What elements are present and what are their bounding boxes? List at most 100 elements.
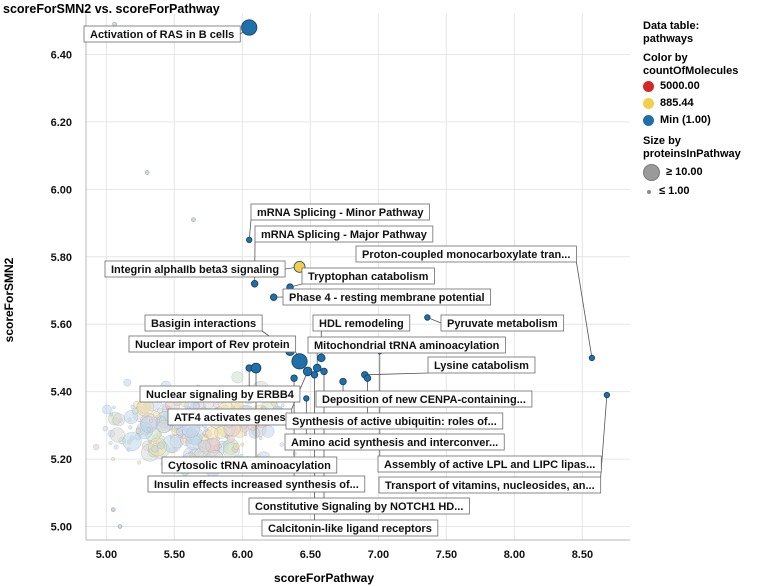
callout-box[interactable] xyxy=(315,390,533,408)
background-point[interactable] xyxy=(135,428,142,434)
background-point[interactable] xyxy=(213,444,220,451)
background-point[interactable] xyxy=(112,413,126,427)
legend-color-item[interactable]: Min (1.00) xyxy=(643,112,741,129)
background-point[interactable] xyxy=(192,402,200,410)
background-point[interactable] xyxy=(109,412,114,417)
callout-box[interactable] xyxy=(285,412,504,430)
background-point[interactable] xyxy=(130,404,135,409)
callout-label[interactable]: Insulin effects increased synthesis of..… xyxy=(154,479,359,491)
background-point[interactable] xyxy=(110,507,116,512)
callout-box[interactable] xyxy=(147,475,366,493)
background-point[interactable] xyxy=(152,411,161,419)
callout-label[interactable]: Transport of vitamins, nucleosides, an..… xyxy=(385,480,595,492)
callout-label[interactable]: Mitochondrial tRNA aminoacylation xyxy=(314,340,500,352)
background-point[interactable] xyxy=(258,436,263,441)
background-point[interactable] xyxy=(109,427,125,443)
background-point[interactable] xyxy=(279,442,284,447)
callout-label[interactable]: Lysine catabolism xyxy=(434,360,529,372)
data-point[interactable] xyxy=(241,19,258,36)
callout-label[interactable]: Activation of RAS in B cells xyxy=(90,29,234,41)
background-point[interactable] xyxy=(191,217,196,222)
data-point[interactable] xyxy=(250,362,262,374)
callout-label[interactable]: Basigin interactions xyxy=(151,318,256,330)
callout-box[interactable] xyxy=(144,314,263,332)
data-point[interactable] xyxy=(302,366,313,377)
callout-box[interactable] xyxy=(83,25,241,43)
callout-label[interactable]: ATF4 activates genes xyxy=(174,412,286,424)
background-point[interactable] xyxy=(146,427,152,432)
callout-box[interactable] xyxy=(282,288,492,306)
data-point[interactable] xyxy=(250,280,259,288)
callout-box[interactable] xyxy=(284,433,505,451)
legend-color-item[interactable]: 885.44 xyxy=(643,95,741,112)
data-point[interactable] xyxy=(320,367,328,376)
callout-label[interactable]: mRNA Splicing - Minor Pathway xyxy=(257,207,424,219)
data-point[interactable] xyxy=(312,363,322,373)
data-point[interactable] xyxy=(317,353,326,363)
callout-label[interactable]: Proton-coupled monocarboxylate tran... xyxy=(362,249,570,261)
callout-box[interactable] xyxy=(427,356,536,374)
background-point[interactable] xyxy=(151,445,159,453)
background-point[interactable] xyxy=(113,444,119,450)
callout-label[interactable]: Synthesis of active ubiquitin: roles of.… xyxy=(292,416,497,428)
background-point[interactable] xyxy=(148,439,152,444)
callout-box[interactable] xyxy=(161,456,338,474)
background-point[interactable] xyxy=(137,460,142,465)
background-point[interactable] xyxy=(157,419,171,434)
callout-box[interactable] xyxy=(128,335,297,353)
callout-label[interactable]: Deposition of new CENPA-containing... xyxy=(322,394,526,406)
background-point[interactable] xyxy=(111,457,115,461)
callout-label[interactable]: Integrin alphaIIb beta3 signaling xyxy=(111,264,279,276)
callout-label[interactable]: mRNA Splicing - Major Pathway xyxy=(261,229,428,241)
background-point[interactable] xyxy=(175,428,183,436)
callout-box[interactable] xyxy=(301,267,435,285)
callout-label[interactable]: Constitutive Signaling by NOTCH1 HD... xyxy=(255,501,463,513)
callout-box[interactable] xyxy=(104,260,286,278)
data-point[interactable] xyxy=(303,395,310,402)
data-point[interactable] xyxy=(310,371,319,379)
background-point[interactable] xyxy=(213,402,220,409)
background-point[interactable] xyxy=(112,21,117,27)
legend-color-item[interactable]: 5000.00 xyxy=(643,78,741,95)
legend-size-item[interactable]: ≥ 10.00 xyxy=(643,161,741,183)
data-point[interactable] xyxy=(291,353,308,370)
callout-label[interactable]: Assembly of active LPL and LIPC lipas... xyxy=(384,459,595,471)
background-point[interactable] xyxy=(240,442,245,447)
background-point[interactable] xyxy=(232,442,240,450)
background-point[interactable] xyxy=(122,431,142,452)
callout-box[interactable] xyxy=(440,314,565,332)
background-point[interactable] xyxy=(198,440,211,453)
callout-label[interactable]: Tryptophan catabolism xyxy=(308,271,429,283)
data-point[interactable] xyxy=(246,236,253,244)
background-point[interactable] xyxy=(280,403,285,407)
callout-label[interactable]: Amino acid synthesis and interconver... xyxy=(291,437,498,449)
callout-label[interactable]: Nuclear signaling by ERBB4 xyxy=(146,389,295,401)
callout-label[interactable]: HDL remodeling xyxy=(319,318,404,330)
background-point[interactable] xyxy=(144,170,150,175)
data-point[interactable] xyxy=(339,377,347,386)
data-point[interactable] xyxy=(290,374,298,382)
background-point[interactable] xyxy=(108,440,113,446)
callout-box[interactable] xyxy=(139,385,301,403)
callout-box[interactable] xyxy=(248,497,470,515)
background-point[interactable] xyxy=(226,434,235,443)
background-point[interactable] xyxy=(102,425,109,432)
background-point[interactable] xyxy=(102,404,112,415)
background-point[interactable] xyxy=(128,425,133,430)
data-point[interactable] xyxy=(603,391,611,399)
background-point[interactable] xyxy=(224,434,229,438)
background-point[interactable] xyxy=(231,371,244,384)
background-point[interactable] xyxy=(117,524,123,529)
background-point[interactable] xyxy=(123,378,132,387)
callout-box[interactable] xyxy=(378,476,602,494)
background-point[interactable] xyxy=(261,424,275,438)
background-point[interactable] xyxy=(149,418,154,423)
callout-box[interactable] xyxy=(377,455,602,473)
callout-box[interactable] xyxy=(355,245,577,263)
callout-box[interactable] xyxy=(254,225,434,243)
callout-label[interactable]: Phase 4 - resting membrane potential xyxy=(289,292,485,304)
data-point[interactable] xyxy=(269,293,278,301)
callout-label[interactable]: Nuclear import of Rev protein xyxy=(135,339,290,351)
background-point[interactable] xyxy=(292,451,297,456)
